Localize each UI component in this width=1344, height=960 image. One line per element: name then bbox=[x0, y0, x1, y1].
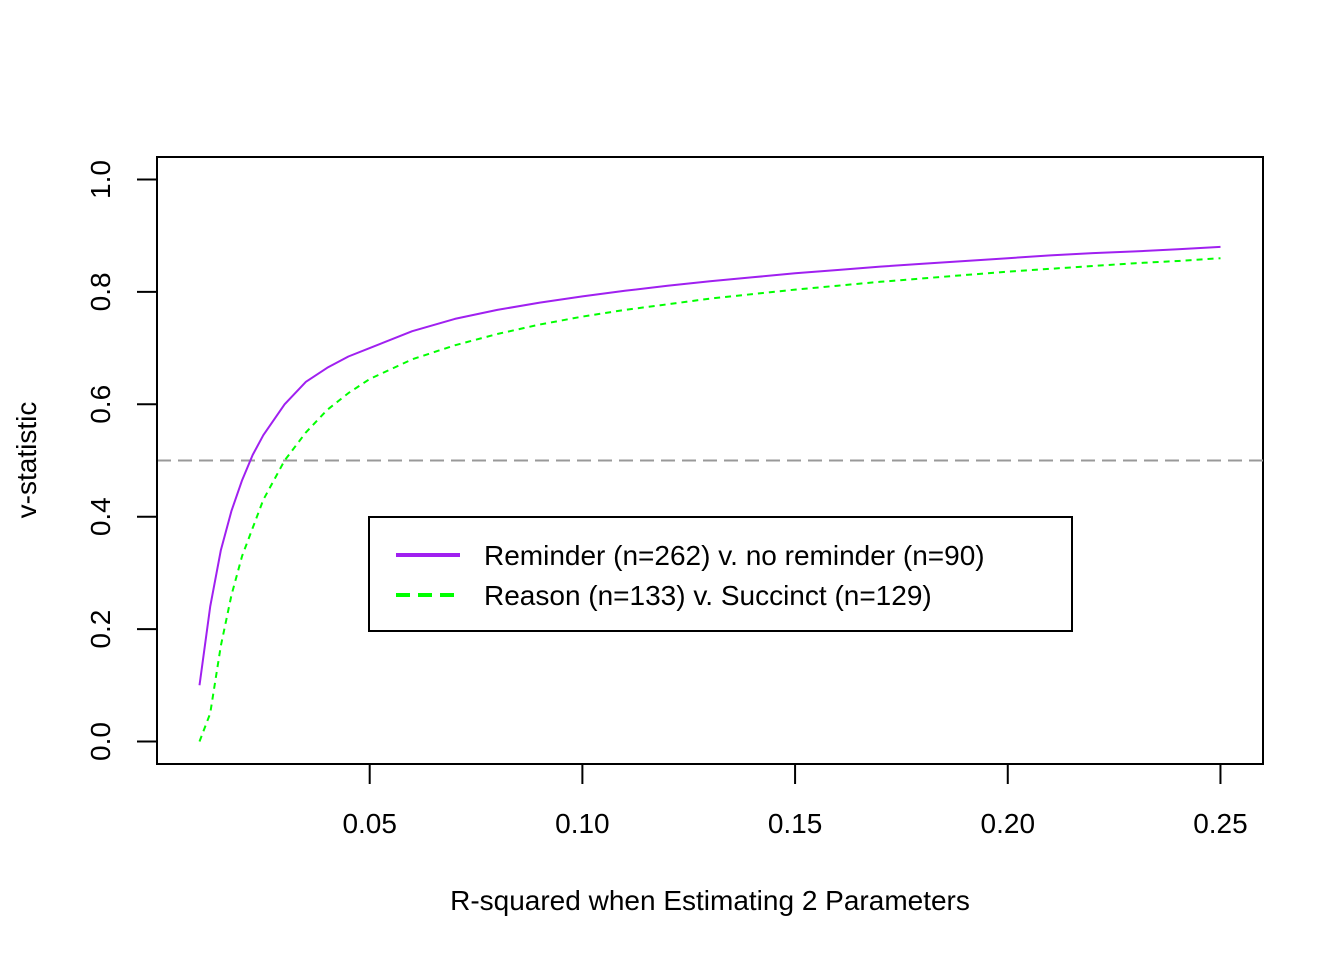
x-tick-label: 0.15 bbox=[768, 808, 823, 839]
legend: Reminder (n=262) v. no reminder (n=90) R… bbox=[368, 516, 1073, 632]
x-tick-label: 0.05 bbox=[342, 808, 397, 839]
x-axis-title: R-squared when Estimating 2 Parameters bbox=[450, 885, 970, 916]
y-tick-label: 0.2 bbox=[85, 610, 116, 649]
x-axis: 0.05 0.10 0.15 0.20 0.25 bbox=[342, 763, 1248, 839]
series-group bbox=[198, 245, 1221, 742]
legend-box bbox=[368, 516, 1073, 632]
y-axis: 0.0 0.2 0.4 0.6 0.8 1.0 bbox=[85, 160, 158, 761]
x-tick-label: 0.25 bbox=[1193, 808, 1248, 839]
y-tick-label: 0.8 bbox=[85, 272, 116, 311]
series-line-reason bbox=[198, 257, 1221, 742]
x-tick-label: 0.10 bbox=[555, 808, 610, 839]
y-tick-label: 0.4 bbox=[85, 497, 116, 536]
y-tick-label: 0.0 bbox=[85, 722, 116, 761]
x-tick-label: 0.20 bbox=[981, 808, 1036, 839]
y-axis-title: v-statistic bbox=[11, 402, 42, 519]
series-line-reminder bbox=[198, 245, 1221, 686]
y-tick-label: 1.0 bbox=[85, 160, 116, 199]
legend-label-reason: Reason (n=133) v. Succinct (n=129) bbox=[484, 580, 932, 611]
legend-label-reminder: Reminder (n=262) v. no reminder (n=90) bbox=[484, 540, 985, 571]
y-tick-label: 0.6 bbox=[85, 385, 116, 424]
